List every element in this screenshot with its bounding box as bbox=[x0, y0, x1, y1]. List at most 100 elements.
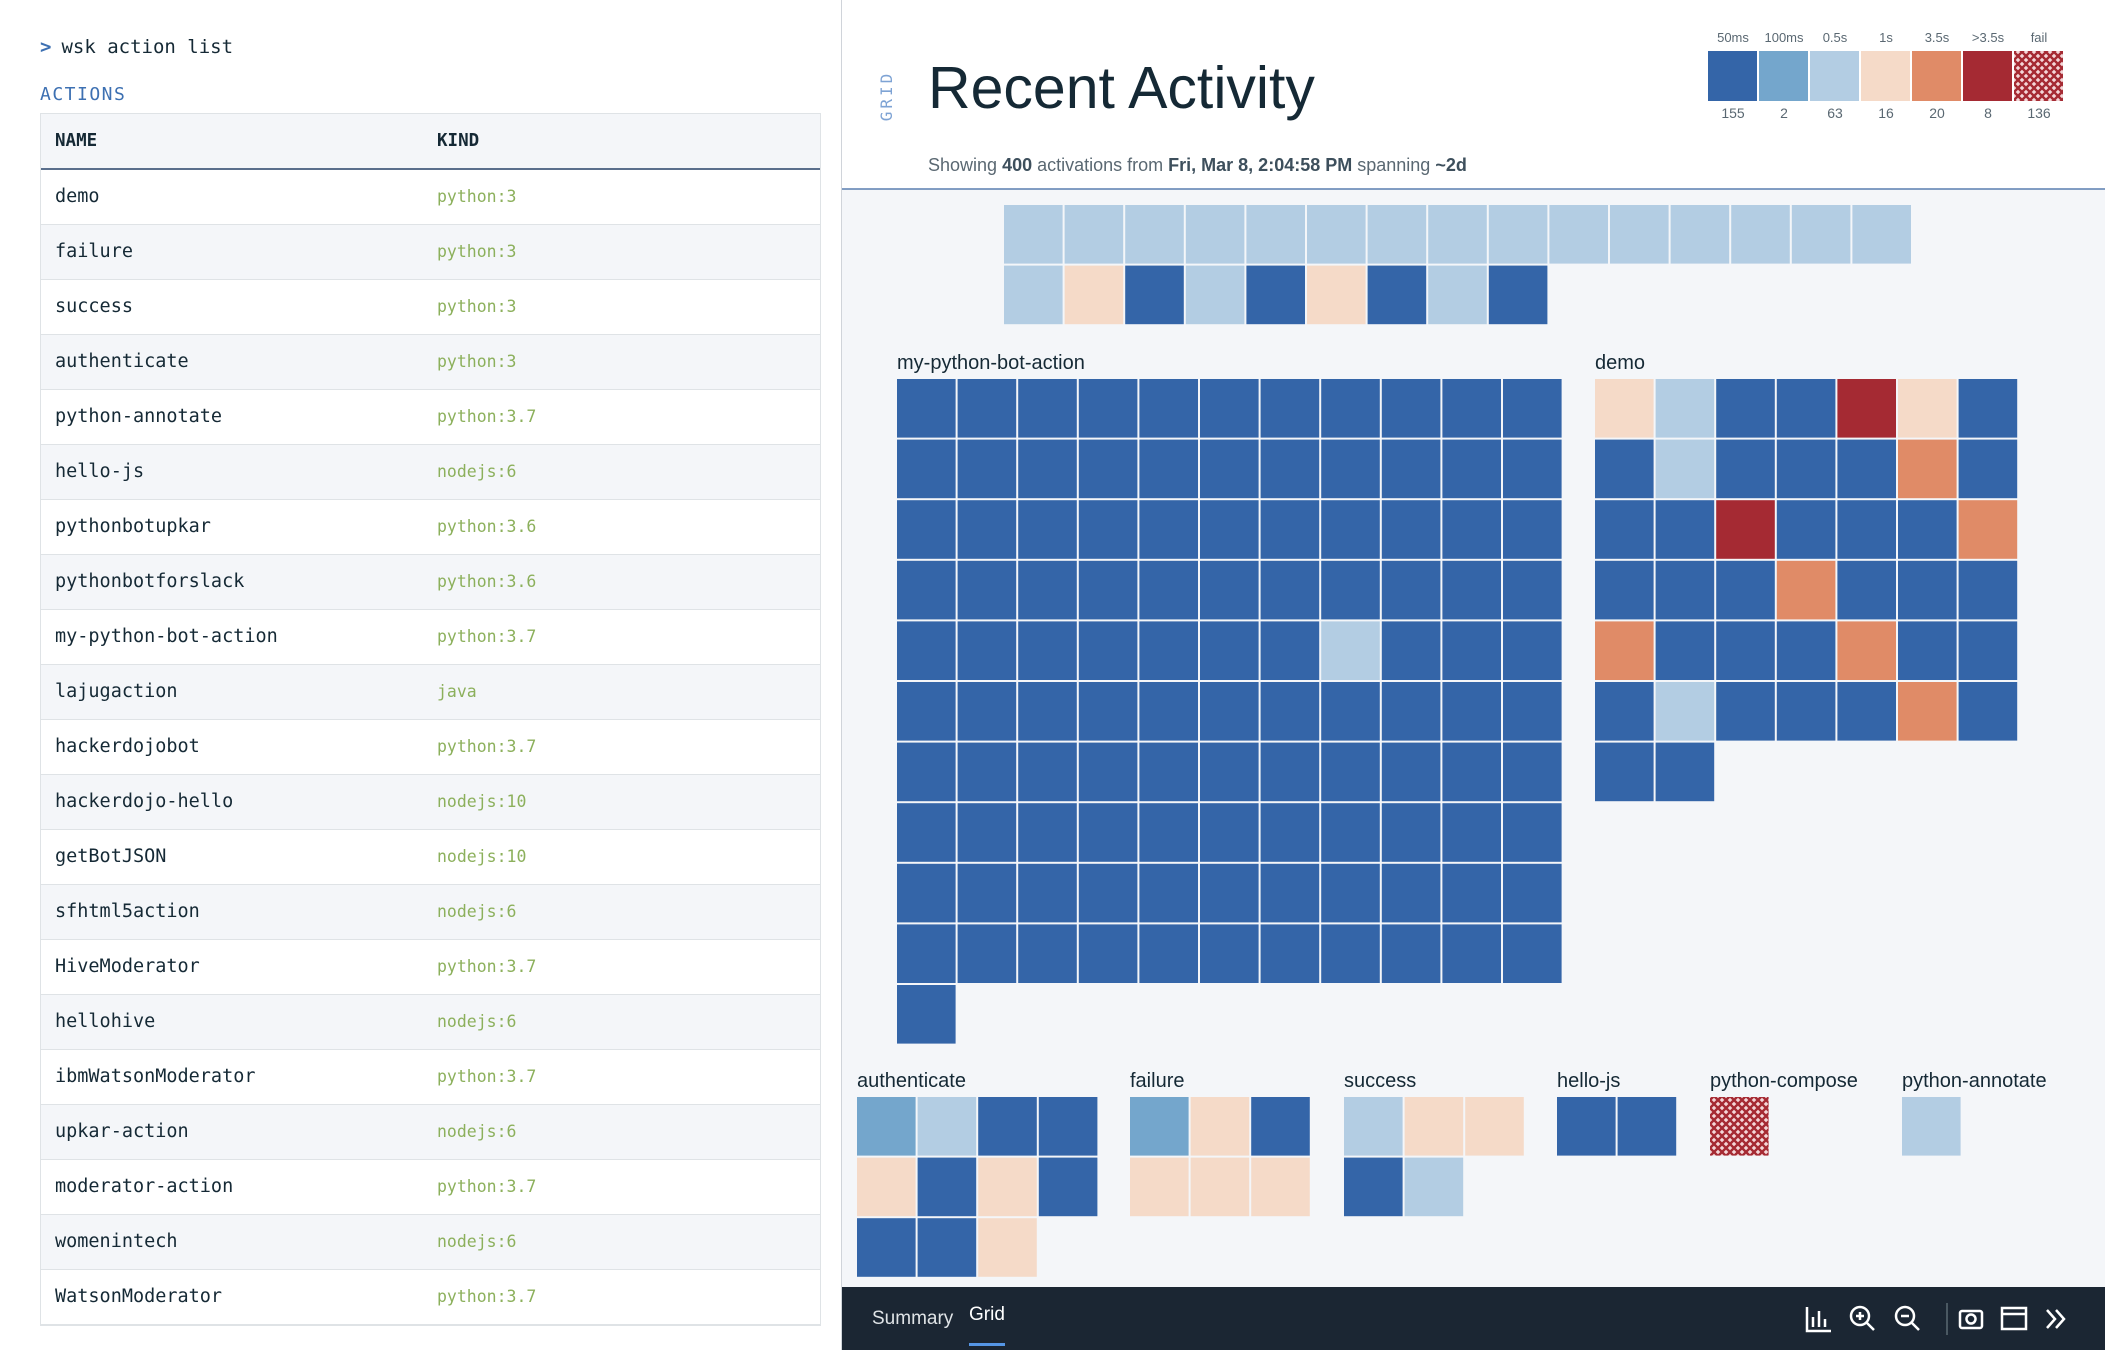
activation-cell[interactable] bbox=[1655, 621, 1715, 680]
activation-cell[interactable] bbox=[1321, 924, 1380, 983]
activation-cell[interactable] bbox=[1260, 439, 1320, 499]
activation-cell[interactable] bbox=[1078, 379, 1138, 438]
activation-cell[interactable] bbox=[1503, 439, 1562, 499]
chart-icon[interactable] bbox=[1805, 1307, 1831, 1333]
activation-cell[interactable] bbox=[1617, 1097, 1677, 1156]
action-row[interactable]: hellohive nodejs:6 bbox=[41, 995, 820, 1050]
activation-cell[interactable] bbox=[1503, 924, 1562, 983]
activation-cell[interactable] bbox=[1716, 682, 1775, 741]
activation-cell[interactable] bbox=[957, 621, 1017, 680]
activation-cell[interactable] bbox=[1958, 621, 2018, 680]
activation-cell[interactable] bbox=[1185, 205, 1245, 264]
activation-cell[interactable] bbox=[1185, 265, 1245, 325]
activation-cell[interactable] bbox=[897, 863, 956, 923]
activation-cell[interactable] bbox=[1307, 205, 1366, 264]
activation-cell[interactable] bbox=[897, 985, 956, 1044]
activation-cell[interactable] bbox=[1381, 863, 1441, 923]
window-icon[interactable] bbox=[2000, 1306, 2028, 1331]
activation-cell[interactable] bbox=[1503, 742, 1562, 802]
activation-cell[interactable] bbox=[1595, 500, 1654, 559]
activation-cell[interactable] bbox=[1776, 560, 1836, 620]
activation-cell[interactable] bbox=[1018, 742, 1077, 802]
activation-cell[interactable] bbox=[1958, 682, 2018, 741]
activation-cell[interactable] bbox=[1595, 379, 1654, 438]
activation-cell[interactable] bbox=[1465, 1097, 1524, 1156]
tab[interactable]: Summary bbox=[872, 1308, 954, 1329]
activation-cell[interactable] bbox=[1018, 924, 1077, 983]
activation-cell[interactable] bbox=[1488, 205, 1548, 264]
activation-cell[interactable] bbox=[957, 439, 1017, 499]
activation-cell[interactable] bbox=[1260, 863, 1320, 923]
activation-cell[interactable] bbox=[897, 500, 956, 559]
action-row[interactable]: pythonbotupkar python:3.6 bbox=[41, 500, 820, 555]
activation-cell[interactable] bbox=[957, 924, 1017, 983]
activation-cell[interactable] bbox=[1260, 924, 1320, 983]
activation-cell[interactable] bbox=[1004, 265, 1063, 325]
activation-cell[interactable] bbox=[1503, 803, 1562, 862]
activation-cell[interactable] bbox=[1428, 265, 1487, 325]
activation-cell[interactable] bbox=[1260, 621, 1320, 680]
activation-cell[interactable] bbox=[1442, 803, 1501, 862]
activation-cell[interactable] bbox=[1078, 500, 1138, 559]
activation-cell[interactable] bbox=[897, 621, 956, 680]
activation-cell[interactable] bbox=[1321, 439, 1380, 499]
activation-cell[interactable] bbox=[1018, 863, 1077, 923]
activation-cell[interactable] bbox=[897, 560, 956, 620]
activation-cell[interactable] bbox=[978, 1097, 1037, 1156]
action-row[interactable]: hello-js nodejs:6 bbox=[41, 445, 820, 500]
activation-cell[interactable] bbox=[1852, 205, 1911, 264]
activation-cell[interactable] bbox=[1130, 1097, 1189, 1156]
activation-cell[interactable] bbox=[1260, 803, 1320, 862]
action-row[interactable]: demo python:3 bbox=[41, 170, 820, 225]
activation-cell[interactable] bbox=[1078, 621, 1138, 680]
activation-cell[interactable] bbox=[1064, 205, 1124, 264]
activation-cell[interactable] bbox=[1200, 439, 1259, 499]
activation-cell[interactable] bbox=[897, 803, 956, 862]
activation-cell[interactable] bbox=[1251, 1157, 1310, 1217]
activation-cell[interactable] bbox=[1038, 1097, 1098, 1156]
action-row[interactable]: authenticate python:3 bbox=[41, 335, 820, 390]
activation-cell[interactable] bbox=[1776, 621, 1836, 680]
activation-cell[interactable] bbox=[957, 863, 1017, 923]
activation-cell[interactable] bbox=[1898, 682, 1957, 741]
activation-cell[interactable] bbox=[1004, 205, 1063, 264]
action-row[interactable]: python-annotate python:3.7 bbox=[41, 390, 820, 445]
activation-cell[interactable] bbox=[1710, 1097, 1769, 1156]
activation-cell[interactable] bbox=[1139, 863, 1198, 923]
activation-cell[interactable] bbox=[978, 1218, 1037, 1277]
activation-cell[interactable] bbox=[1595, 560, 1654, 620]
activation-cell[interactable] bbox=[1655, 500, 1715, 559]
tab[interactable]: Grid bbox=[969, 1287, 1005, 1346]
activation-cell[interactable] bbox=[1018, 803, 1077, 862]
action-row[interactable]: ibmWatsonModerator python:3.7 bbox=[41, 1050, 820, 1105]
activation-cell[interactable] bbox=[1503, 621, 1562, 680]
activation-cell[interactable] bbox=[1655, 560, 1715, 620]
action-row[interactable]: HiveModerator python:3.7 bbox=[41, 940, 820, 995]
activation-cell[interactable] bbox=[1837, 621, 1896, 680]
activation-cell[interactable] bbox=[1139, 560, 1198, 620]
activation-cell[interactable] bbox=[1200, 742, 1259, 802]
activation-cell[interactable] bbox=[1367, 205, 1427, 264]
activation-cell[interactable] bbox=[1321, 682, 1380, 741]
activation-cell[interactable] bbox=[1139, 742, 1198, 802]
activation-cell[interactable] bbox=[978, 1157, 1037, 1217]
activation-cell[interactable] bbox=[1139, 682, 1198, 741]
activation-cell[interactable] bbox=[1018, 379, 1077, 438]
action-row[interactable]: womenintech nodejs:6 bbox=[41, 1215, 820, 1270]
action-row[interactable]: pythonbotforslack python:3.6 bbox=[41, 555, 820, 610]
activation-cell[interactable] bbox=[917, 1218, 977, 1277]
activation-cell[interactable] bbox=[1716, 500, 1775, 559]
activation-cell[interactable] bbox=[1321, 500, 1380, 559]
activation-cell[interactable] bbox=[1260, 682, 1320, 741]
activation-cell[interactable] bbox=[1898, 379, 1957, 438]
activation-cell[interactable] bbox=[1595, 439, 1654, 499]
activation-cell[interactable] bbox=[1381, 742, 1441, 802]
action-row[interactable]: hackerdojobot python:3.7 bbox=[41, 720, 820, 775]
activation-cell[interactable] bbox=[1078, 560, 1138, 620]
activation-cell[interactable] bbox=[1776, 439, 1836, 499]
activation-cell[interactable] bbox=[957, 803, 1017, 862]
activation-cell[interactable] bbox=[1139, 439, 1198, 499]
activation-cell[interactable] bbox=[1595, 621, 1654, 680]
activation-cell[interactable] bbox=[1200, 803, 1259, 862]
activation-cell[interactable] bbox=[1503, 379, 1562, 438]
